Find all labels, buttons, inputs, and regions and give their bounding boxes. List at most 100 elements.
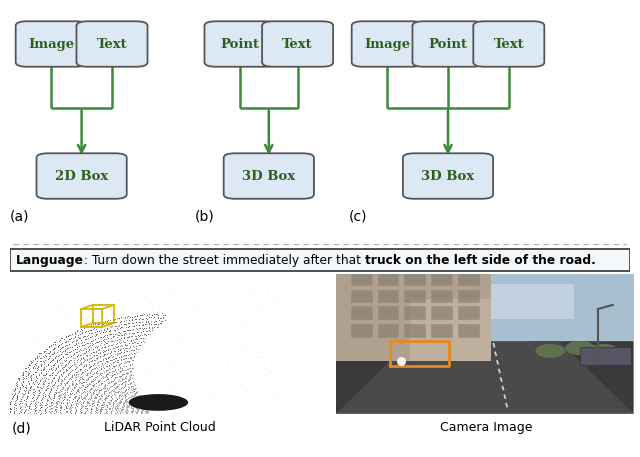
Point bbox=[94, 320, 104, 327]
Point bbox=[133, 392, 143, 399]
Point bbox=[76, 355, 86, 362]
Point bbox=[56, 377, 66, 385]
Point bbox=[99, 387, 109, 394]
Point bbox=[29, 405, 40, 412]
Point bbox=[146, 317, 156, 324]
Point bbox=[134, 391, 144, 398]
Point bbox=[70, 354, 80, 361]
Point bbox=[108, 356, 118, 363]
Point bbox=[169, 341, 179, 349]
Point bbox=[218, 377, 228, 384]
Point bbox=[76, 390, 86, 398]
Point bbox=[55, 345, 65, 353]
Point bbox=[122, 341, 132, 348]
Point bbox=[92, 360, 102, 367]
Point bbox=[55, 409, 65, 416]
Point bbox=[116, 380, 127, 388]
Point bbox=[190, 313, 200, 320]
Point bbox=[19, 387, 29, 394]
Point bbox=[44, 289, 54, 297]
Point bbox=[35, 377, 45, 385]
Point bbox=[57, 385, 67, 393]
Point bbox=[17, 381, 27, 388]
Point bbox=[20, 383, 31, 390]
Point bbox=[141, 370, 151, 377]
Point bbox=[97, 319, 108, 327]
Point bbox=[126, 404, 136, 412]
Point bbox=[5, 404, 15, 411]
Point bbox=[175, 291, 185, 298]
Point bbox=[103, 350, 113, 357]
Point bbox=[108, 399, 118, 406]
Point bbox=[163, 321, 173, 328]
Point bbox=[229, 390, 239, 398]
Point bbox=[121, 369, 131, 377]
Point bbox=[75, 407, 85, 414]
Point bbox=[65, 303, 75, 310]
Point bbox=[11, 401, 21, 409]
Point bbox=[93, 383, 103, 391]
Point bbox=[100, 339, 110, 346]
Point bbox=[51, 406, 61, 413]
Point bbox=[46, 331, 56, 339]
Point bbox=[106, 377, 116, 385]
Point bbox=[54, 393, 65, 400]
Point bbox=[41, 386, 51, 393]
Point bbox=[16, 396, 26, 403]
Point bbox=[214, 291, 224, 298]
Point bbox=[108, 316, 118, 323]
Point bbox=[122, 287, 132, 294]
Point bbox=[120, 397, 131, 404]
Point bbox=[131, 409, 141, 417]
Point bbox=[143, 288, 153, 295]
Point bbox=[118, 399, 129, 406]
Point bbox=[97, 311, 107, 319]
Point bbox=[90, 393, 100, 401]
Point bbox=[98, 356, 108, 363]
Point bbox=[90, 375, 100, 383]
Point bbox=[92, 401, 102, 409]
Point bbox=[134, 341, 144, 349]
Point bbox=[93, 376, 104, 383]
Point bbox=[106, 397, 116, 404]
Point bbox=[95, 344, 106, 351]
Point bbox=[56, 403, 66, 410]
Point bbox=[12, 392, 22, 399]
Point bbox=[54, 373, 64, 380]
Point bbox=[122, 326, 132, 334]
Point bbox=[56, 335, 67, 342]
Point bbox=[132, 399, 143, 406]
Point bbox=[104, 378, 114, 385]
Point bbox=[92, 392, 102, 399]
Point bbox=[120, 374, 131, 381]
Point bbox=[104, 365, 115, 372]
Point bbox=[276, 278, 286, 286]
Point bbox=[115, 385, 125, 393]
FancyBboxPatch shape bbox=[10, 250, 630, 271]
Point bbox=[125, 353, 136, 361]
Point bbox=[120, 407, 131, 414]
Point bbox=[70, 406, 81, 414]
Point bbox=[10, 384, 20, 391]
Point bbox=[108, 367, 118, 374]
Point bbox=[93, 334, 104, 341]
Point bbox=[108, 337, 118, 344]
Point bbox=[88, 397, 98, 404]
Point bbox=[126, 386, 136, 393]
Point bbox=[62, 341, 72, 348]
Point bbox=[35, 410, 45, 417]
Point bbox=[77, 402, 87, 409]
Point bbox=[115, 321, 125, 329]
Point bbox=[18, 371, 28, 378]
Point bbox=[50, 344, 60, 351]
Point bbox=[115, 319, 125, 326]
Point bbox=[83, 382, 93, 389]
Point bbox=[145, 403, 155, 410]
Point bbox=[109, 367, 119, 375]
Point bbox=[131, 374, 141, 381]
Point bbox=[95, 406, 106, 414]
Point bbox=[72, 386, 82, 393]
Point bbox=[102, 370, 113, 377]
Point bbox=[70, 298, 80, 306]
Point bbox=[95, 323, 106, 330]
